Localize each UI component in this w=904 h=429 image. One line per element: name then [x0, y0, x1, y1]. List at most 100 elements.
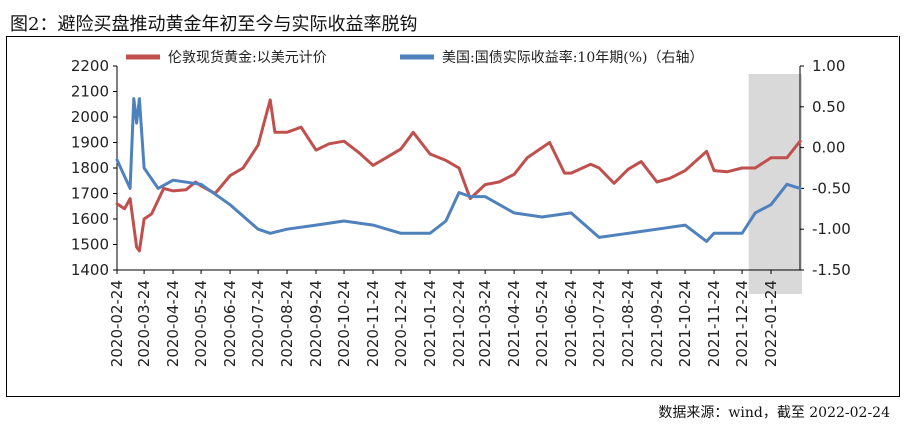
gold-price-point: [445, 159, 447, 161]
real-yield-point: [429, 232, 431, 234]
real-yield-point: [400, 232, 402, 234]
left-y-ticks: 1400 1500 1600 1700 1800 1900 2000 2100 2200: [71, 57, 117, 279]
left-tick-label: 1500: [71, 236, 109, 254]
real-yield-point: [157, 187, 159, 189]
chart-frame: [6, 36, 900, 396]
real-yield-point: [138, 98, 141, 100]
x-tick-label: 2021-07-24: [590, 280, 608, 367]
gold-price-point: [372, 164, 374, 167]
x-tick-label: 2021-02-24: [450, 280, 468, 367]
gold-price-point: [150, 213, 153, 215]
real-yield-point: [627, 232, 629, 234]
x-tick-label: 2021-01-24: [421, 280, 439, 367]
real-yield-point: [143, 167, 145, 169]
gold-price-point: [754, 167, 756, 169]
x-tick-label: 2020-06-24: [221, 280, 239, 367]
x-tick-label: 2020-07-24: [249, 280, 267, 367]
right-y-ticks: -1.50 -1.00 -0.50 0.00 0.50 1.00: [800, 57, 851, 279]
x-tick-label: 2020-04-24: [164, 280, 182, 367]
real-yield-point: [656, 228, 658, 230]
x-tick-label: 2020-08-24: [278, 280, 296, 367]
gold-price-point: [343, 140, 345, 142]
x-ticks: 2020-02-24 2020-03-24 2020-04-24 2020-05-24…: [108, 270, 780, 367]
x-tick-label: 2021-06-24: [562, 280, 580, 367]
bottom-divider: [6, 396, 900, 397]
left-tick-label: 1700: [71, 185, 109, 203]
gold-price-point: [656, 181, 658, 183]
real-yield-point: [799, 187, 801, 189]
gold-price-point: [705, 150, 708, 153]
x-tick-label: 2021-10-24: [676, 280, 694, 367]
x-tick-label: 2021-03-24: [476, 280, 494, 367]
gold-price-point: [770, 157, 772, 159]
real-yield-point: [129, 187, 131, 189]
gold-price-point: [242, 167, 244, 169]
x-tick-label: 2020-12-24: [392, 280, 410, 367]
x-tick-label: 2020-11-24: [364, 280, 382, 367]
gold-price-point: [429, 153, 431, 155]
right-tick-label: -1.00: [812, 220, 851, 238]
gold-price-point: [458, 167, 460, 169]
real-yield-point: [754, 212, 756, 214]
real-yield-point: [315, 224, 317, 226]
real-yield-point: [541, 216, 543, 218]
real-yield-point: [786, 183, 788, 185]
real-yield-point: [200, 183, 202, 185]
gold-price-point: [400, 148, 402, 150]
x-tick-label: 2020-03-24: [135, 280, 153, 367]
real-yield-point: [343, 220, 345, 222]
x-tick-label: 2021-04-24: [505, 280, 523, 367]
left-tick-label: 1400: [71, 261, 109, 279]
gold-price-point: [129, 198, 131, 200]
left-tick-label: 2200: [71, 57, 109, 75]
title-bar: 图2：避险买盘推动黄金年初至今与实际收益率脱钩: [6, 6, 898, 37]
highlight-band: [748, 74, 802, 294]
left-tick-label: 2100: [71, 83, 109, 101]
gold-price-point: [640, 161, 642, 163]
right-tick-label: -0.50: [812, 179, 851, 197]
gold-price-point: [116, 203, 118, 205]
left-tick-label: 2000: [71, 108, 109, 126]
gold-price-point: [315, 149, 317, 151]
gold-price-point: [598, 167, 600, 169]
real-yield-point: [570, 212, 572, 214]
gold-price-point: [172, 190, 174, 192]
figure-title: 图2：避险买盘推动黄金年初至今与实际收益率脱钩: [10, 14, 418, 35]
legend-yield-label: 美国:国债实际收益率:10年期(%)（右轴）: [442, 49, 703, 66]
real-yield-point: [123, 175, 126, 177]
right-tick-label: -1.50: [812, 261, 851, 279]
right-tick-label: 1.00: [812, 57, 845, 75]
x-tick-label: 2021-12-24: [733, 280, 751, 367]
gold-price-point: [613, 182, 615, 184]
gold-price-point: [358, 152, 360, 154]
gold-price-point: [229, 175, 231, 177]
real-yield-point: [116, 159, 118, 161]
gold-price-point: [328, 143, 330, 145]
real-yield-point: [513, 212, 515, 214]
real-yield-point: [269, 232, 271, 234]
gold-price-point: [138, 250, 141, 252]
gold-price-point: [799, 140, 801, 142]
right-tick-label: 0.00: [812, 139, 845, 157]
real-yield-point: [133, 98, 135, 100]
legend: 伦敦现货黄金:以美元计价 美国:国债实际收益率:10年期(%)（右轴）: [126, 49, 703, 66]
gold-price-point: [590, 163, 592, 165]
right-tick-label: 0.50: [812, 98, 845, 116]
left-tick-label: 1900: [71, 134, 109, 152]
x-tick-label: 2021-09-24: [648, 280, 666, 367]
gold-price-point: [269, 99, 271, 101]
real-yield-point: [770, 204, 772, 206]
real-yield-point: [484, 195, 486, 198]
gold-price-point: [163, 187, 165, 189]
gold-price-point: [136, 246, 138, 248]
left-tick-label: 1600: [71, 210, 109, 228]
x-tick-label: 2020-10-24: [335, 280, 353, 367]
gold-price-point: [412, 131, 414, 133]
gold-price-point: [300, 126, 302, 128]
real-yield-point: [229, 204, 231, 206]
real-yield-point: [136, 122, 138, 124]
real-yield-point: [741, 232, 743, 234]
real-yield-point: [458, 191, 460, 194]
gold-price-line: [115, 98, 802, 253]
